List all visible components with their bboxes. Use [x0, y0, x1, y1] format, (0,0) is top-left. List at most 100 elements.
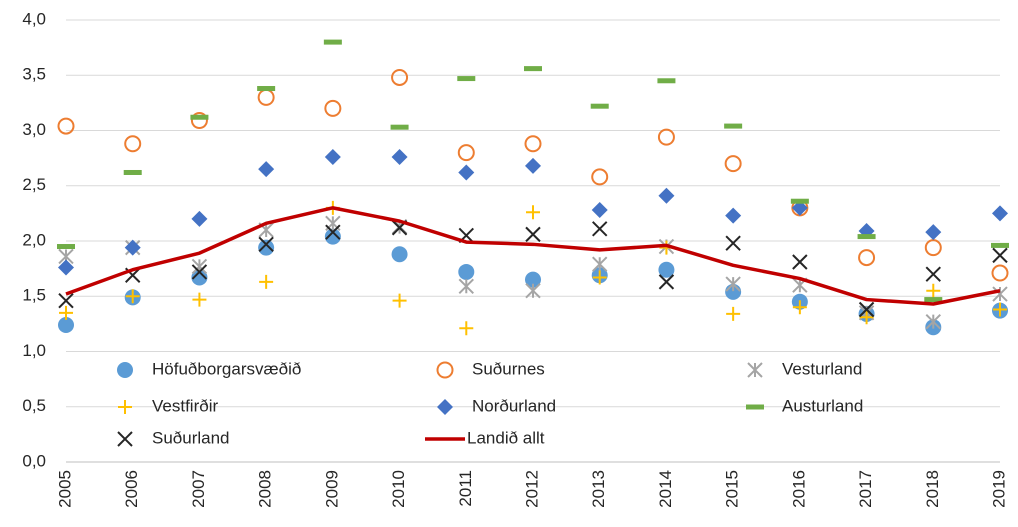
- point: [658, 261, 675, 278]
- point: [124, 239, 141, 256]
- point: [125, 289, 140, 304]
- x-tick-label: 2012: [522, 470, 541, 508]
- point: [457, 144, 475, 162]
- x-tick-label: 2008: [256, 470, 275, 508]
- point: [190, 114, 209, 120]
- y-tick-label: 1,5: [22, 286, 46, 305]
- y-tick-label: 0,5: [22, 396, 46, 415]
- y-tick-label: 3,5: [22, 65, 46, 84]
- point: [724, 123, 743, 129]
- legend-label: Landið allt: [467, 428, 545, 447]
- legend-label: Vestfirðir: [152, 396, 218, 415]
- point: [591, 202, 608, 219]
- point: [324, 99, 342, 117]
- point: [258, 161, 275, 178]
- point: [191, 210, 208, 227]
- point: [524, 66, 542, 72]
- point: [859, 310, 874, 325]
- point: [458, 278, 474, 295]
- x-tick-label: 2007: [189, 470, 208, 508]
- point: [257, 88, 275, 106]
- point: [525, 271, 541, 288]
- point: [991, 264, 1009, 282]
- point: [657, 78, 676, 84]
- point: [857, 234, 876, 240]
- legend-label: Norðurland: [472, 396, 556, 415]
- point: [524, 135, 542, 153]
- point: [324, 149, 341, 166]
- point: [124, 135, 142, 153]
- x-tick-label: 2019: [989, 470, 1008, 508]
- point: [592, 270, 607, 285]
- point: [525, 226, 541, 243]
- point: [925, 266, 941, 282]
- point: [925, 313, 941, 330]
- point: [192, 292, 207, 307]
- point: [123, 169, 142, 175]
- legend-swatch: [118, 400, 132, 414]
- point: [993, 302, 1007, 317]
- point: [725, 276, 741, 292]
- x-tick-label: 2011: [456, 470, 475, 507]
- point: [58, 259, 74, 276]
- x-tick-label: 2014: [656, 470, 675, 508]
- point: [526, 205, 540, 220]
- legend-label: Suðurnes: [472, 359, 545, 378]
- point: [458, 263, 475, 280]
- line: [65, 206, 1001, 306]
- point: [590, 103, 609, 109]
- point: [791, 199, 808, 216]
- legend-swatch: [117, 431, 133, 447]
- point: [525, 157, 541, 174]
- y-tick-label: 3,0: [22, 120, 46, 139]
- point: [391, 246, 408, 263]
- point: [790, 198, 809, 204]
- point: [792, 254, 808, 270]
- point: [658, 187, 675, 204]
- x-tick-label: 2016: [789, 470, 808, 508]
- point: [592, 221, 608, 237]
- point: [591, 168, 609, 186]
- point: [926, 283, 941, 298]
- point: [924, 239, 942, 257]
- point: [726, 306, 741, 321]
- legend-swatch: [117, 362, 133, 378]
- legend-label: Höfuðborgarsvæðið: [152, 359, 301, 378]
- y-tick-label: 4,0: [22, 9, 46, 28]
- legend-swatch: [437, 399, 453, 415]
- y-tick-label: 1,0: [22, 341, 46, 360]
- point: [657, 128, 675, 146]
- x-tick-label: 2006: [122, 470, 141, 508]
- point: [258, 236, 274, 253]
- point: [592, 256, 608, 272]
- point: [457, 76, 476, 82]
- point: [191, 264, 208, 280]
- point: [259, 274, 274, 289]
- point: [258, 239, 275, 256]
- y-tick-label: 0,0: [22, 451, 46, 470]
- point: [58, 316, 74, 333]
- point: [57, 244, 75, 250]
- point: [992, 247, 1008, 264]
- point: [325, 224, 341, 240]
- point: [725, 207, 742, 224]
- point: [191, 269, 208, 286]
- legend-label: Suðurland: [152, 428, 230, 447]
- point: [858, 249, 876, 267]
- x-tick-label: 2017: [856, 470, 875, 508]
- point: [58, 292, 74, 309]
- point: [792, 300, 807, 315]
- x-tick-label: 2018: [923, 470, 942, 508]
- x-tick-label: 2009: [322, 470, 341, 508]
- point: [924, 297, 943, 303]
- legend-swatch: [746, 404, 764, 410]
- x-tick-label: 2010: [389, 470, 408, 508]
- point: [59, 305, 73, 320]
- point: [57, 117, 75, 135]
- point: [391, 149, 408, 166]
- point: [925, 224, 942, 241]
- point: [458, 164, 475, 181]
- point: [658, 274, 675, 290]
- legend-label: Vesturland: [782, 359, 862, 378]
